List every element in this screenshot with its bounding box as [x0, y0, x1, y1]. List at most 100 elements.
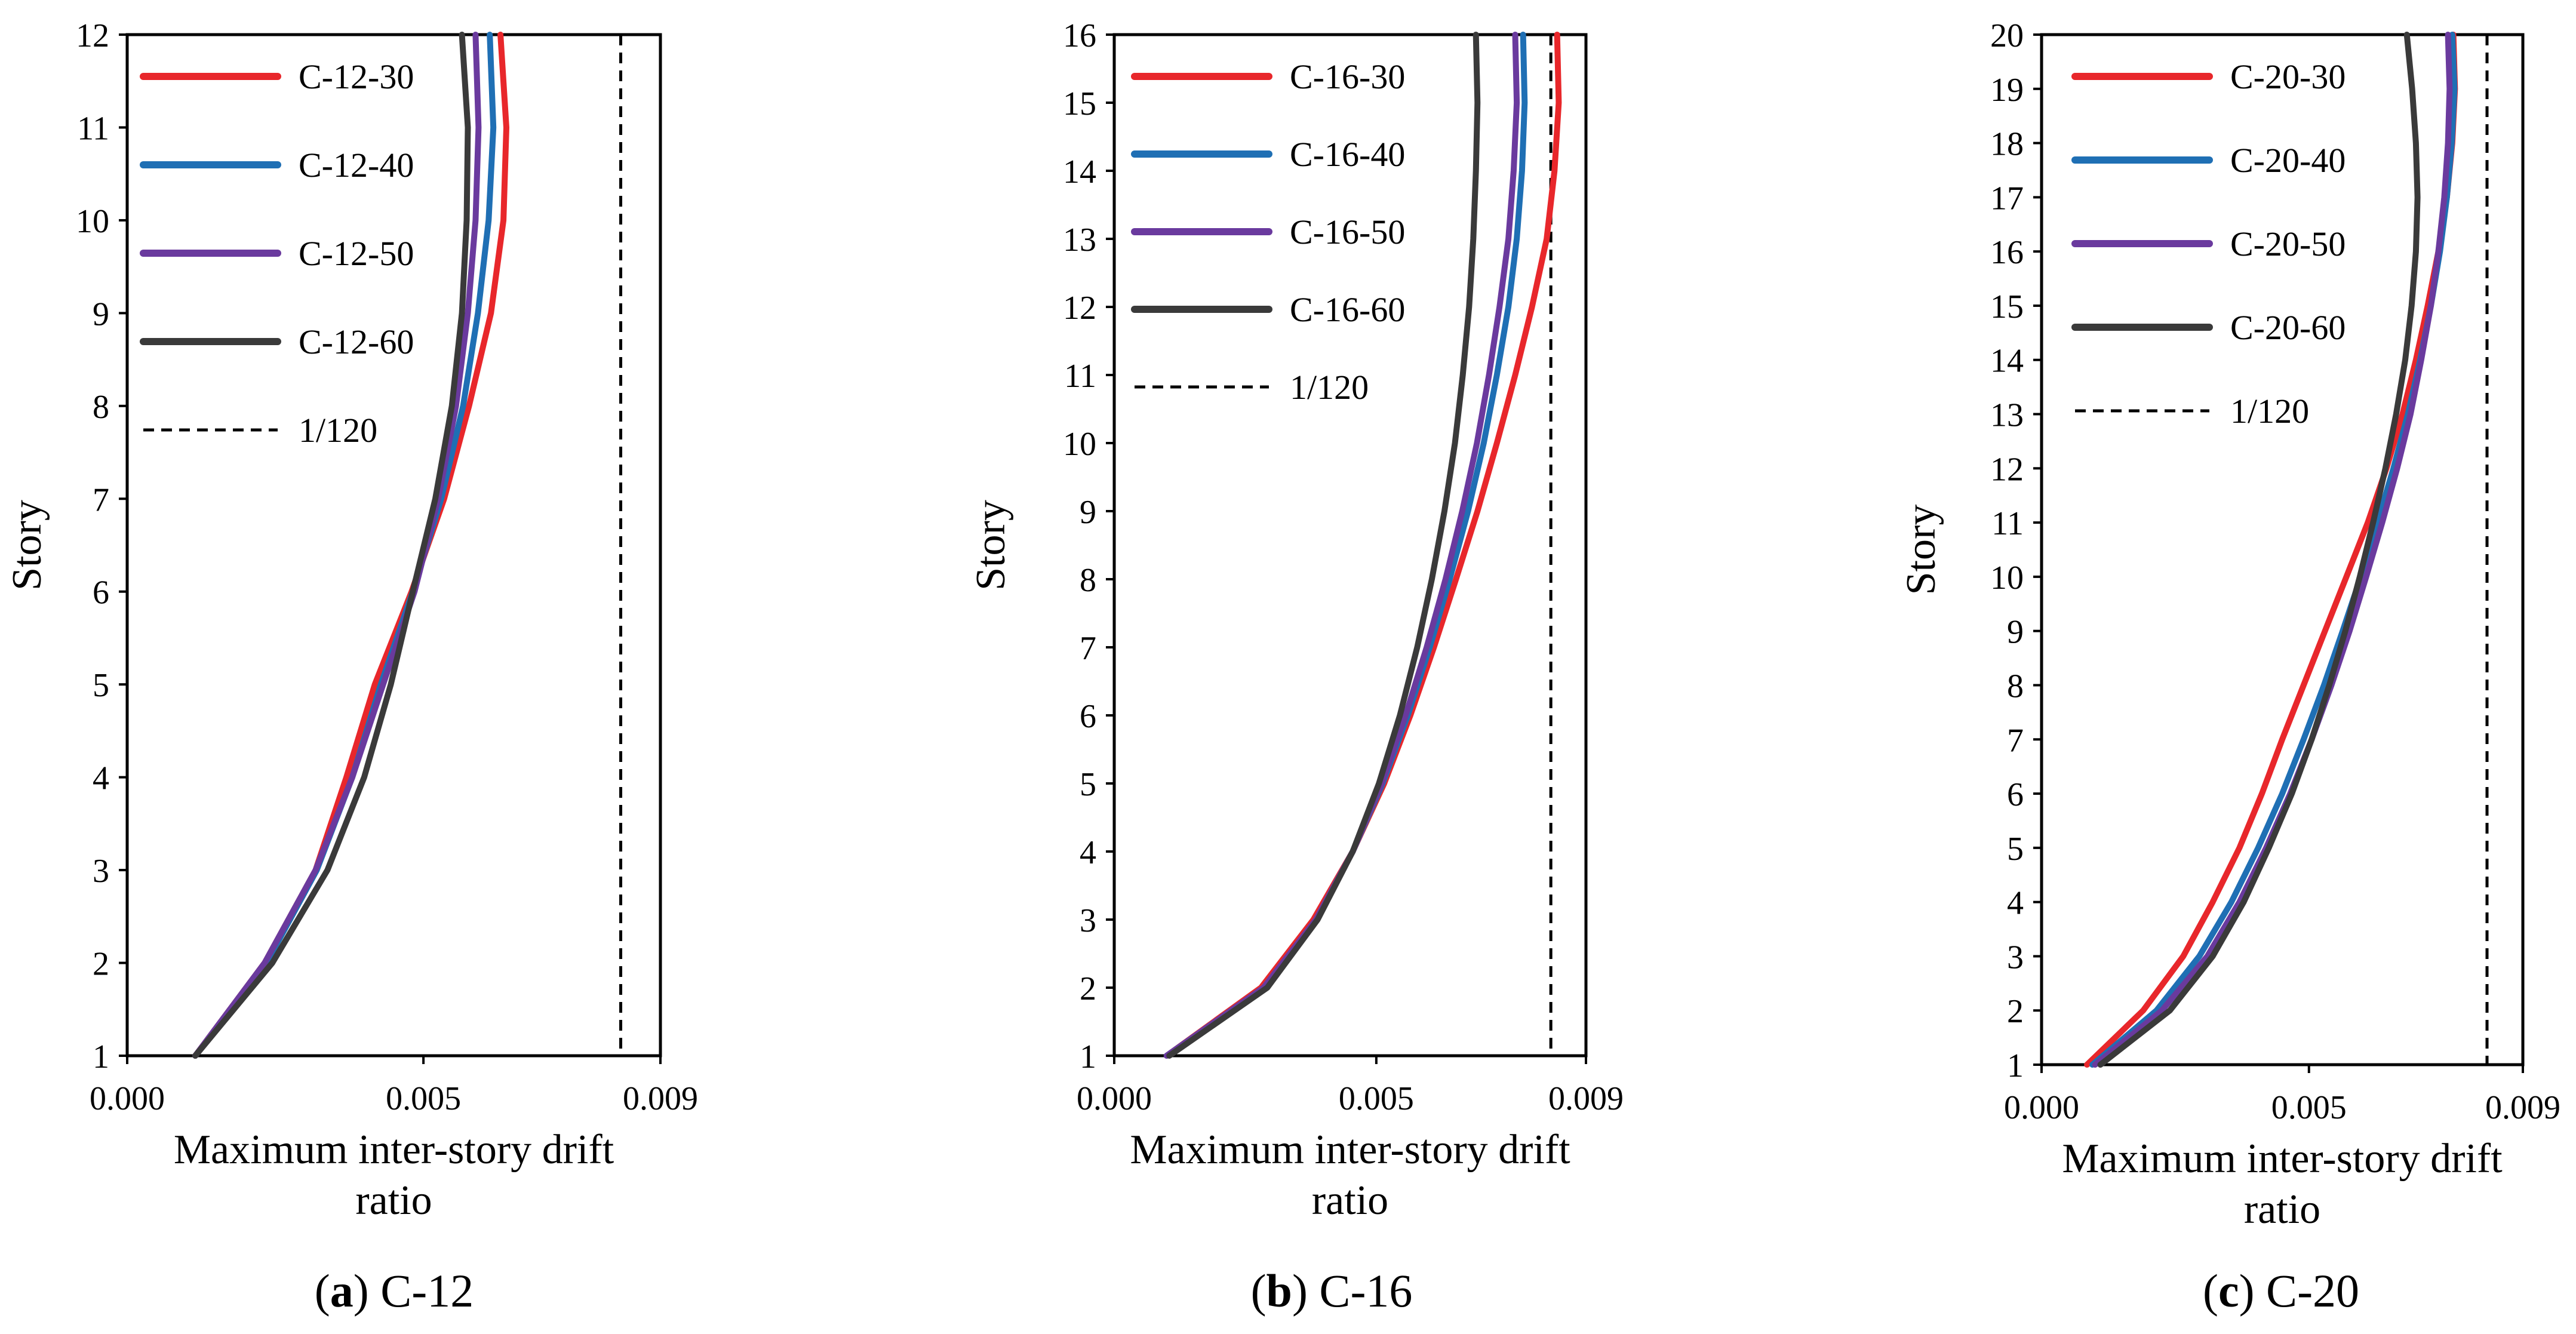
- y-axis-title: Story: [968, 500, 1014, 591]
- x-axis-title: Maximum inter-story drift: [1130, 1127, 1570, 1173]
- y-tick-label: 6: [2007, 776, 2024, 813]
- x-axis-title: Maximum inter-story drift: [2062, 1136, 2503, 1182]
- legend-label: C-20-30: [2230, 57, 2346, 96]
- y-tick-label: 10: [1063, 426, 1096, 463]
- caption-paren-close: ): [1292, 1265, 1319, 1317]
- caption-text: C-16: [1319, 1265, 1412, 1317]
- y-tick-label: 1: [93, 1038, 109, 1075]
- y-tick-label: 8: [1080, 562, 1096, 599]
- y-tick-label: 9: [1080, 494, 1096, 531]
- y-tick-label: 7: [2007, 722, 2024, 759]
- series-line-c-16-40: [1163, 32, 1528, 1059]
- plot-frame: [1112, 33, 1588, 1058]
- series-line-c-16-60: [1166, 32, 1481, 1059]
- legend-label-limit: 1/120: [1290, 368, 1369, 407]
- y-tick-label: 4: [2007, 885, 2024, 922]
- legend-label-limit: 1/120: [299, 411, 377, 450]
- plot-frame: [2040, 33, 2525, 1066]
- series-line-c-12-30: [192, 32, 509, 1059]
- x-tick-label: 0.005: [2271, 1089, 2347, 1126]
- y-tick-label: 15: [1063, 85, 1096, 122]
- plot-frame: [125, 33, 662, 1058]
- legend-label: C-12-30: [299, 57, 414, 96]
- y-tick-label: 16: [1063, 17, 1096, 54]
- caption-paren-close: ): [353, 1265, 380, 1317]
- caption-text: C-12: [380, 1265, 474, 1317]
- legend-label: C-20-60: [2230, 308, 2346, 347]
- x-tick-label: 0.009: [1548, 1080, 1624, 1117]
- x-axis-title-line2: ratio: [2244, 1187, 2320, 1232]
- y-tick-label: 14: [1063, 153, 1096, 190]
- caption-letter: b: [1267, 1265, 1292, 1317]
- y-tick-label: 10: [1990, 560, 2024, 597]
- y-tick-label: 1: [1080, 1038, 1096, 1075]
- x-tick-label: 0.000: [2004, 1089, 2079, 1126]
- y-tick-label: 3: [2007, 939, 2024, 976]
- caption-text: C-20: [2266, 1265, 2359, 1317]
- caption-letter: a: [330, 1265, 353, 1317]
- y-tick-label: 12: [1990, 451, 2024, 488]
- x-tick-label: 0.000: [1077, 1080, 1152, 1117]
- legend-label: C-16-50: [1290, 213, 1405, 251]
- series-line-c-12-40: [192, 32, 497, 1059]
- caption-paren-close: ): [2239, 1265, 2266, 1317]
- y-tick-label: 15: [1990, 288, 2024, 325]
- y-tick-label: 18: [1990, 126, 2024, 163]
- caption-paren-open: (: [2203, 1265, 2218, 1317]
- caption-paren-open: (: [1251, 1265, 1267, 1317]
- y-tick-label: 17: [1990, 180, 2024, 217]
- series-line-c-20-40: [2089, 32, 2458, 1068]
- y-tick-label: 14: [1990, 343, 2024, 380]
- x-tick-label: 0.009: [2485, 1089, 2560, 1126]
- y-tick-label: 12: [1063, 290, 1096, 327]
- y-tick-label: 7: [93, 481, 109, 518]
- series-line-c-20-50: [2092, 32, 2453, 1068]
- y-tick-label: 2: [93, 946, 109, 983]
- x-axis-title-line2: ratio: [1312, 1178, 1388, 1224]
- y-tick-label: 4: [1080, 834, 1096, 871]
- legend-label: C-16-30: [1290, 57, 1405, 96]
- series-line-c-12-50: [192, 32, 482, 1059]
- x-axis-title: Maximum inter-story drift: [174, 1127, 614, 1173]
- y-tick-label: 2: [2007, 993, 2024, 1030]
- legend-label: C-16-40: [1290, 135, 1405, 174]
- y-axis-title: Story: [1898, 505, 1944, 595]
- x-tick-label: 0.000: [90, 1080, 165, 1117]
- y-tick-label: 6: [93, 574, 109, 611]
- y-tick-label: 12: [76, 17, 109, 54]
- y-tick-label: 13: [1990, 397, 2024, 434]
- x-tick-label: 0.009: [623, 1080, 698, 1117]
- x-tick-label: 0.005: [1339, 1080, 1414, 1117]
- y-tick-label: 11: [1991, 505, 2024, 542]
- y-tick-label: 13: [1063, 222, 1096, 259]
- legend-label: C-20-50: [2230, 225, 2346, 263]
- y-tick-label: 11: [1064, 358, 1096, 395]
- legend-label: C-16-60: [1290, 290, 1405, 329]
- caption-paren-open: (: [315, 1265, 330, 1317]
- y-tick-label: 2: [1080, 970, 1096, 1007]
- legend-label-limit: 1/120: [2230, 392, 2309, 431]
- y-tick-label: 20: [1990, 17, 2024, 54]
- series-line-c-16-30: [1163, 32, 1562, 1059]
- y-tick-label: 4: [93, 760, 109, 797]
- y-tick-label: 8: [2007, 668, 2024, 705]
- y-tick-label: 5: [2007, 831, 2024, 868]
- y-tick-label: 5: [93, 667, 109, 704]
- y-tick-label: 8: [93, 389, 109, 426]
- x-axis-title-line2: ratio: [355, 1178, 432, 1224]
- panel-caption: (a) C-12: [315, 1265, 474, 1317]
- series-line-c-20-60: [2097, 32, 2421, 1068]
- y-tick-label: 16: [1990, 234, 2024, 271]
- caption-letter: c: [2218, 1265, 2239, 1317]
- y-tick-label: 3: [93, 853, 109, 890]
- legend-label: C-12-60: [299, 322, 414, 361]
- y-tick-label: 9: [2007, 614, 2024, 651]
- y-tick-label: 6: [1080, 698, 1096, 735]
- y-tick-label: 3: [1080, 902, 1096, 939]
- y-axis-title: Story: [4, 500, 50, 591]
- y-tick-label: 11: [77, 110, 109, 147]
